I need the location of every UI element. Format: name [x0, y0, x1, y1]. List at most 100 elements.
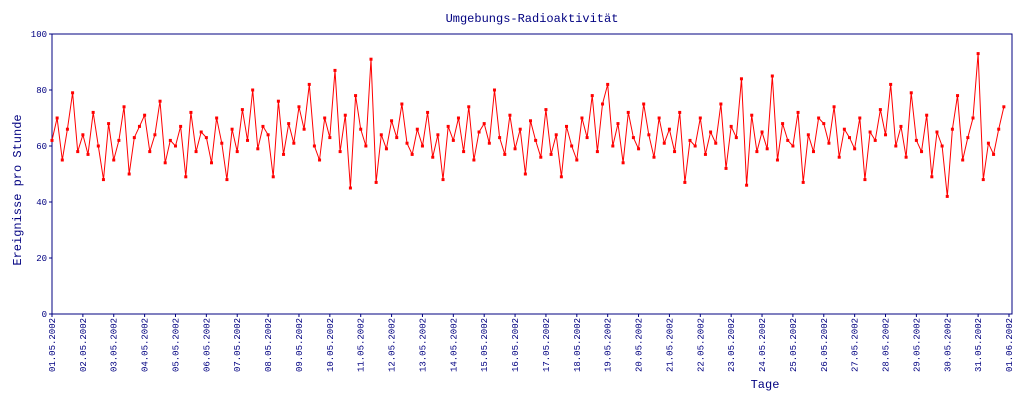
data-point [842, 127, 846, 131]
data-point [374, 180, 378, 184]
data-point [508, 113, 512, 117]
data-point [621, 161, 625, 165]
data-point [724, 166, 728, 170]
x-tick-label: 31.05.2002 [974, 318, 984, 372]
data-point [817, 116, 821, 120]
chart-title: Umgebungs-Radioaktivität [446, 12, 619, 26]
data-point [868, 130, 872, 134]
data-point [343, 113, 347, 117]
data-point [112, 158, 116, 162]
data-point [173, 144, 177, 148]
data-point [889, 82, 893, 86]
data-point [246, 138, 250, 142]
data-point [215, 116, 219, 120]
data-point [184, 175, 188, 179]
data-point [873, 138, 877, 142]
data-point [945, 194, 949, 198]
x-tick-label: 05.05.2002 [171, 318, 181, 372]
data-point [899, 124, 903, 128]
plot-frame [51, 33, 1013, 315]
x-tick-label: 24.05.2002 [758, 318, 768, 372]
data-point [441, 178, 445, 182]
data-point [523, 172, 527, 176]
data-point [323, 116, 327, 120]
x-tick-label: 08.05.2002 [264, 318, 274, 372]
data-point [765, 147, 769, 151]
y-tick-label: 100 [31, 30, 47, 40]
data-point [127, 172, 131, 176]
data-point [153, 133, 157, 137]
data-point [775, 158, 779, 162]
data-point [487, 141, 491, 145]
data-point [276, 99, 280, 103]
data-point [210, 161, 213, 165]
data-point [703, 152, 707, 156]
data-point [909, 91, 913, 95]
data-point [667, 127, 671, 131]
data-point [137, 124, 141, 128]
x-tick-label: 28.05.2002 [882, 318, 892, 372]
data-point [55, 116, 59, 120]
data-point [122, 105, 126, 109]
y-tick-label: 20 [36, 254, 47, 264]
data-point [904, 155, 908, 159]
data-line [51, 53, 1005, 197]
data-point [549, 152, 553, 156]
data-point [848, 136, 851, 140]
data-point [544, 108, 548, 112]
data-point [976, 52, 980, 56]
data-point [50, 138, 54, 142]
data-point [616, 122, 620, 126]
x-tick-label: 14.05.2002 [449, 318, 459, 372]
data-point [719, 102, 723, 106]
data-point [529, 119, 532, 123]
data-point [606, 82, 610, 86]
data-point [168, 138, 172, 142]
data-point [827, 141, 831, 145]
data-point [884, 133, 888, 137]
data-point [364, 144, 368, 148]
data-point [770, 74, 774, 78]
data-point [189, 110, 193, 114]
data-point [652, 155, 656, 159]
data-point [117, 138, 121, 142]
data-point [565, 124, 569, 128]
data-point [163, 161, 167, 165]
x-tick-label: 27.05.2002 [851, 318, 861, 372]
data-point [482, 122, 486, 126]
data-point [786, 138, 790, 142]
data-point [431, 155, 435, 159]
data-point [436, 133, 440, 137]
data-point [287, 122, 291, 126]
data-point [179, 124, 183, 128]
data-point [503, 152, 507, 156]
x-tick-label: 13.05.2002 [418, 318, 428, 372]
data-point [271, 175, 275, 179]
x-tick-label: 15.05.2002 [480, 318, 490, 372]
data-point [199, 130, 203, 134]
data-point [384, 147, 388, 151]
data-point [71, 91, 75, 95]
data-point [734, 136, 738, 140]
data-point [76, 150, 80, 154]
data-point [637, 147, 641, 151]
data-point [580, 116, 584, 120]
data-point [811, 150, 815, 154]
data-point [492, 88, 496, 92]
data-point [446, 124, 450, 128]
data-point [971, 116, 975, 120]
data-point [307, 82, 311, 86]
x-tick-label: 17.05.2002 [542, 318, 552, 372]
data-point [601, 102, 605, 106]
data-point [539, 155, 543, 159]
data-point [559, 175, 563, 179]
data-point [925, 113, 929, 117]
data-point [673, 150, 677, 154]
data-point [143, 113, 147, 117]
data-point [518, 127, 522, 131]
data-point [863, 178, 867, 182]
data-point [477, 130, 481, 134]
data-point [400, 102, 404, 106]
data-point [65, 127, 69, 131]
